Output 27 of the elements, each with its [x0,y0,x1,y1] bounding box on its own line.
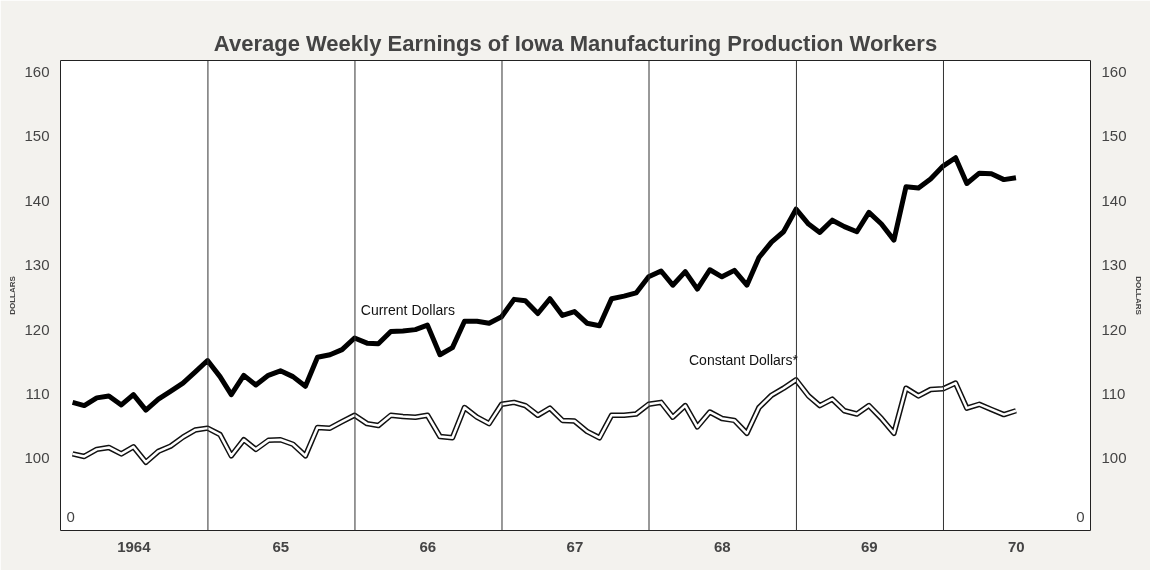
y2-tick-label: 100 [1101,449,1127,467]
y-tick-label: 160 [24,63,50,81]
y-tick-label: 150 [24,127,50,145]
x-tick-label: 68 [713,537,731,555]
y2-tick-label: 110 [1101,385,1126,403]
y2-tick-label: 120 [1101,320,1127,338]
y2-tick-label: 150 [1101,127,1127,145]
y2-axis-title: DOLLARS [1133,276,1143,316]
y2-tick-label: 160 [1101,63,1127,81]
y-tick-label: 100 [24,449,50,467]
y2-tick-label: 140 [1101,191,1127,209]
y-tick-label: 130 [24,256,50,274]
y2-tick-label: 130 [1101,256,1127,274]
x-tick-label: 66 [419,537,437,555]
annotation: 0 [1076,507,1085,525]
y-tick-label: 140 [24,191,50,209]
y-axis-title: DOLLARS [8,275,18,315]
x-tick-label: 67 [566,537,584,555]
y-tick-label: 120 [24,320,50,338]
x-tick-label: 70 [1008,537,1025,555]
annotation: 0 [66,507,75,525]
chart-title: Average Weekly Earnings of Iowa Manufacturing Production Workers [213,30,938,56]
x-tick-label: 69 [861,537,878,555]
x-tick-label: 65 [272,537,290,555]
series-label: Current Dollars [360,301,455,318]
y-tick-label: 110 [25,385,50,403]
x-tick-label: 1964 [117,537,152,555]
